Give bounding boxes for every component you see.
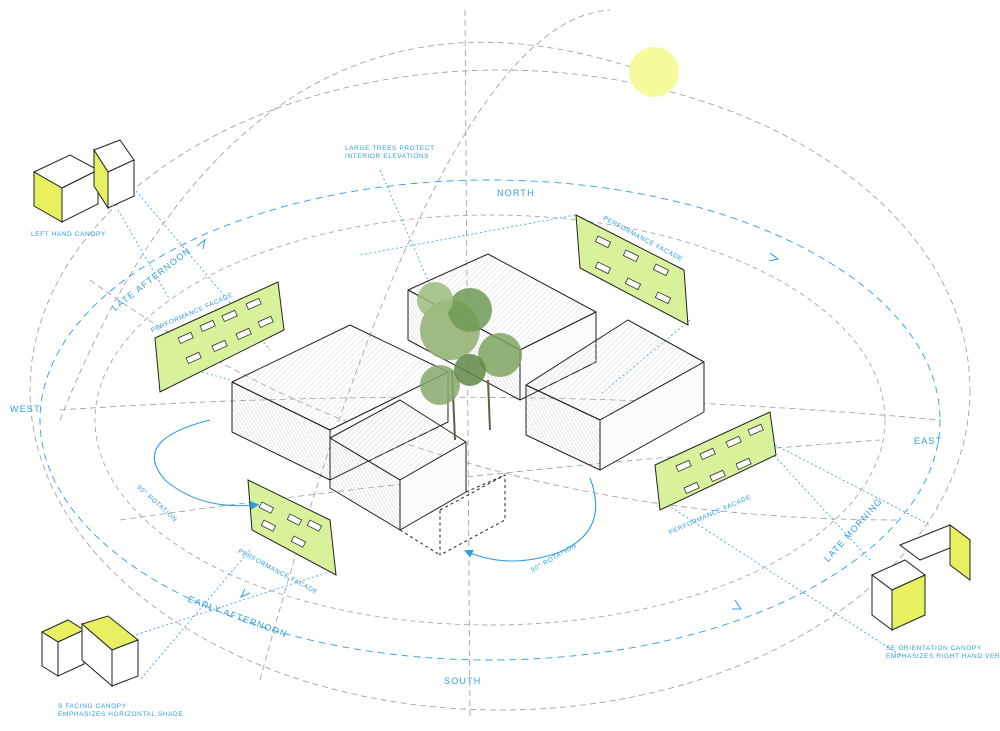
label-left-hand-canopy: LEFT HAND CANOPY xyxy=(31,231,106,238)
facade-east xyxy=(654,411,777,511)
label-s-canopy-line1: S FACING CANOPY xyxy=(58,703,127,710)
sun-path-orbits xyxy=(39,179,941,661)
canopy-left-hand xyxy=(32,139,135,223)
label-se-canopy-line2: EMPHASIZES RIGHT HAND VERTICAL xyxy=(886,653,1000,660)
leader-lines xyxy=(109,159,931,681)
label-south: SOUTH xyxy=(444,676,482,686)
building-south xyxy=(329,399,506,556)
canopy-se-orientation xyxy=(871,524,972,631)
label-s-canopy-line2: EMPHASIZES HORIZONTAL SHADE xyxy=(58,711,184,718)
label-east: EAST xyxy=(914,436,943,446)
sun-icon xyxy=(629,47,679,97)
label-north: NORTH xyxy=(497,188,535,198)
label-se-canopy-line1: SE ORIENTATION CANOPY xyxy=(886,645,982,652)
facade-north xyxy=(575,214,689,326)
facade-west xyxy=(154,281,285,393)
rotation-arcs xyxy=(153,419,597,562)
label-trees-line1: LARGE TREES PROTECT xyxy=(345,145,435,152)
label-trees-line2: INTERIOR ELEVATIONS xyxy=(345,153,430,160)
facade-south xyxy=(247,479,337,576)
orbit-arrows xyxy=(196,238,780,610)
label-west: WEST xyxy=(10,404,41,414)
building-east xyxy=(525,319,705,471)
canopy-s-facing xyxy=(40,615,139,688)
tree-icon xyxy=(417,282,522,441)
